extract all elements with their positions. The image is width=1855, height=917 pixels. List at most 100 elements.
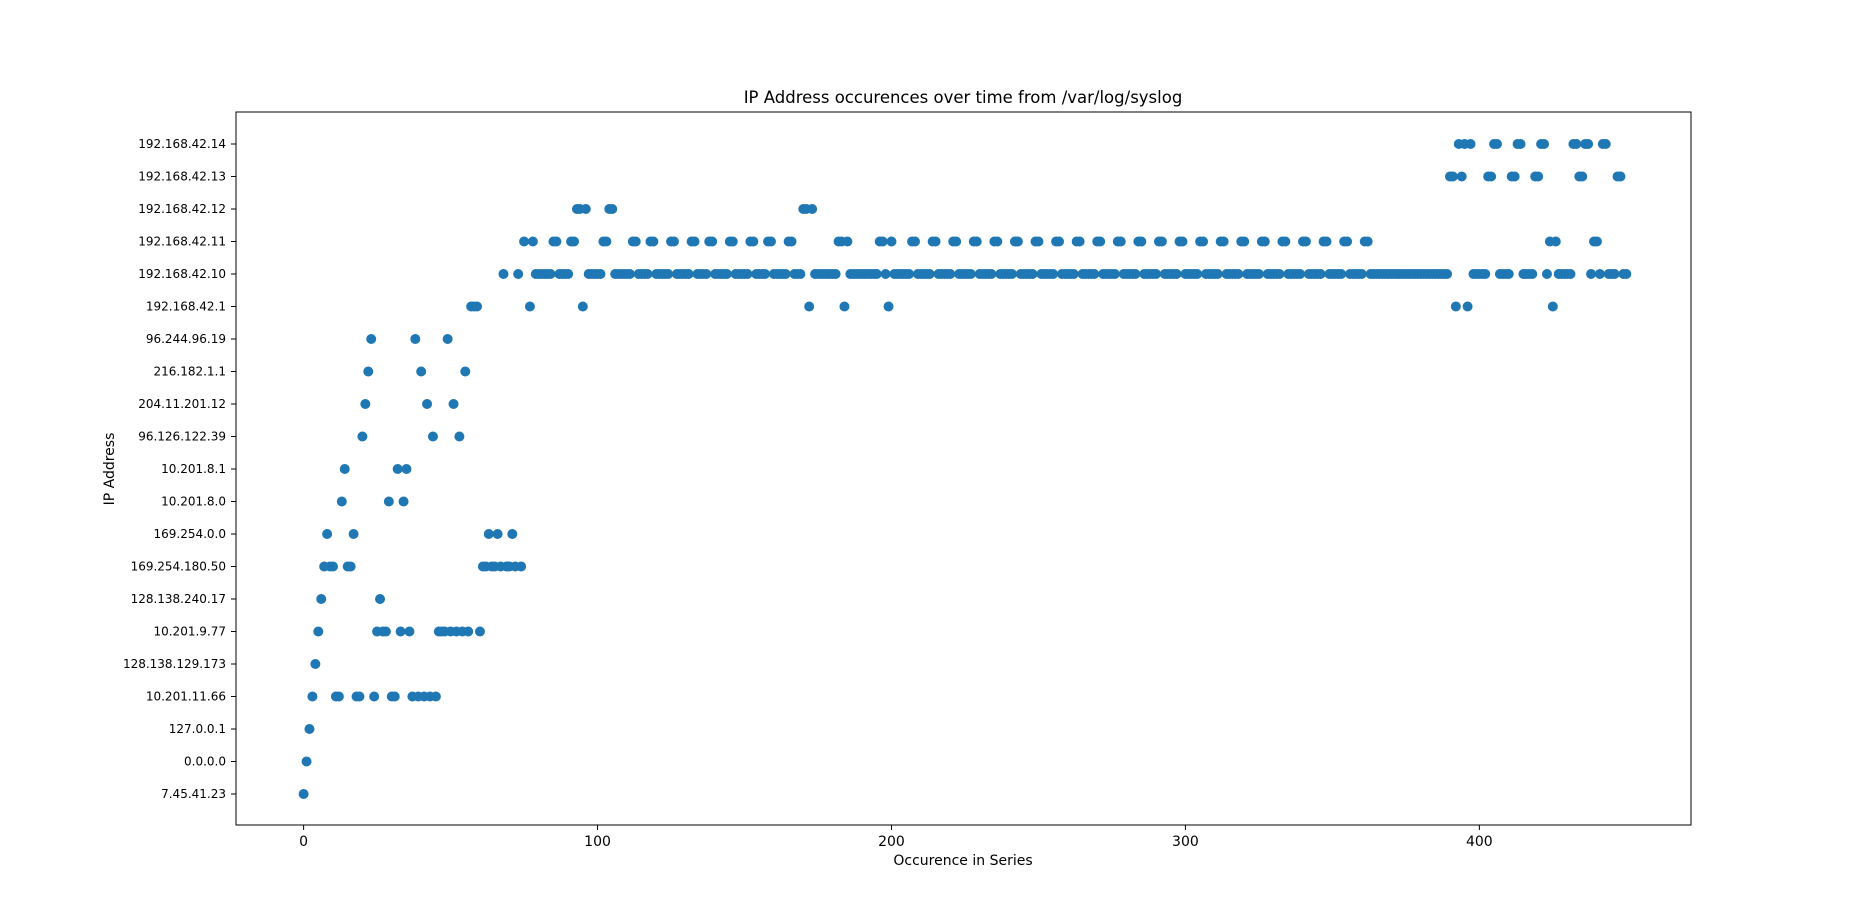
scatter-point (498, 269, 509, 279)
scatter-point (507, 529, 518, 539)
scatter-point (595, 269, 606, 279)
scatter-point (492, 529, 503, 539)
scatter-point (1621, 269, 1632, 279)
scatter-point (839, 301, 850, 312)
scatter-point (689, 236, 700, 247)
scatter-point (563, 269, 574, 279)
scatter-point (1600, 139, 1611, 149)
scatter-point (410, 334, 421, 344)
scatter-point (930, 236, 941, 247)
scatter-point (395, 626, 406, 637)
scatter-point (760, 269, 771, 279)
scatter-point (1192, 269, 1203, 279)
scatter-point (1095, 236, 1106, 247)
scatter-point (1198, 236, 1209, 247)
data-points (298, 139, 1632, 799)
scatter-point (1130, 269, 1141, 279)
scatter-point (380, 626, 391, 637)
scatter-point (1515, 139, 1526, 149)
y-tick-label: 10.201.8.1 (161, 462, 226, 476)
y-tick-label: 192.168.42.10 (138, 267, 226, 281)
scatter-point (880, 269, 891, 279)
scatter-point (1356, 269, 1367, 279)
y-tick-label: 192.168.42.12 (138, 202, 226, 216)
scatter-point (298, 789, 309, 799)
scatter-point (345, 561, 356, 572)
scatter-point (924, 269, 935, 279)
scatter-point (524, 301, 535, 312)
scatter-point (328, 561, 338, 572)
scatter-point (1156, 236, 1167, 247)
scatter-point (886, 236, 897, 247)
scatter-point (1565, 269, 1576, 279)
scatter-point (307, 691, 318, 702)
x-axis-ticks: 0 100 200 300 400 (299, 825, 1493, 850)
scatter-point (668, 236, 679, 247)
scatter-point (551, 236, 562, 247)
x-tick-label: 300 (1172, 834, 1199, 850)
scatter-point (1033, 236, 1044, 247)
scatter-point (1212, 269, 1223, 279)
scatter-point (1171, 269, 1182, 279)
scatter-point (1533, 171, 1544, 182)
scatter-point (427, 431, 438, 442)
scatter-point (910, 236, 920, 247)
scatter-point (322, 529, 333, 539)
scatter-point (1527, 269, 1538, 279)
scatter-point (580, 204, 591, 214)
scatter-point (310, 659, 321, 669)
scatter-point (336, 496, 347, 507)
scatter-point (1027, 269, 1038, 279)
scatter-point (1609, 269, 1620, 279)
scatter-point (460, 366, 471, 377)
scatter-point (404, 626, 415, 637)
scatter-point (442, 334, 453, 344)
y-tick-label: 192.168.42.11 (138, 235, 226, 249)
scatter-point (1550, 236, 1561, 247)
scatter-point (375, 594, 386, 604)
scatter-point (748, 236, 759, 247)
scatter-point (474, 626, 485, 637)
x-tick-label: 200 (878, 834, 905, 850)
scatter-point (383, 496, 394, 507)
scatter-point (1336, 269, 1347, 279)
scatter-point (1480, 269, 1491, 279)
scatter-point (472, 301, 483, 312)
scatter-point (363, 366, 374, 377)
scatter-point (842, 236, 853, 247)
scatter-point (398, 496, 409, 507)
scatter-point (904, 269, 915, 279)
scatter-point (642, 269, 653, 279)
scatter-point (971, 236, 982, 247)
scatter-point (316, 594, 327, 604)
y-axis-ticks: 7.45.41.23 0.0.0.0 127.0.0.1 10.201.11.66 12… (123, 137, 236, 801)
scatter-point (830, 269, 841, 279)
scatter-point (1054, 236, 1065, 247)
scatter-point (301, 756, 312, 767)
scatter-point (1315, 269, 1326, 279)
y-tick-label: 128.138.129.173 (123, 657, 226, 671)
scatter-point (707, 236, 718, 247)
scatter-point (1442, 269, 1453, 279)
scatter-point (1109, 269, 1120, 279)
scatter-point (483, 529, 494, 539)
scatter-point (1447, 171, 1458, 182)
scatter-point (727, 236, 738, 247)
scatter-point (401, 464, 412, 474)
y-tick-label: 10.201.11.66 (146, 690, 226, 704)
scatter-point (1509, 171, 1520, 182)
y-tick-label: 204.11.201.12 (138, 397, 226, 411)
scatter-point (577, 301, 588, 312)
y-tick-label: 96.126.122.39 (138, 430, 226, 444)
scatter-point (348, 529, 359, 539)
scatter-point (454, 431, 465, 442)
scatter-point (1462, 301, 1473, 312)
scatter-point (1591, 236, 1602, 247)
scatter-point (1151, 269, 1162, 279)
scatter-point (569, 236, 580, 247)
scatter-point (765, 236, 776, 247)
scatter-point (1253, 269, 1264, 279)
scatter-point (1541, 269, 1552, 279)
scatter-point (701, 269, 712, 279)
scatter-point (333, 691, 344, 702)
